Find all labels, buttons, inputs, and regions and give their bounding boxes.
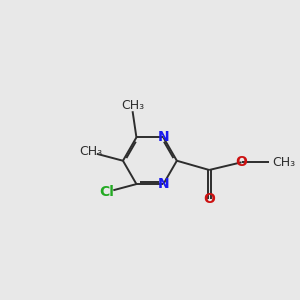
- Text: O: O: [236, 155, 247, 169]
- Text: CH₃: CH₃: [272, 156, 296, 169]
- Text: N: N: [158, 130, 169, 144]
- Text: Cl: Cl: [100, 185, 115, 199]
- Text: O: O: [203, 192, 215, 206]
- Text: N: N: [158, 177, 169, 191]
- Text: CH₃: CH₃: [121, 99, 144, 112]
- Text: CH₃: CH₃: [79, 145, 102, 158]
